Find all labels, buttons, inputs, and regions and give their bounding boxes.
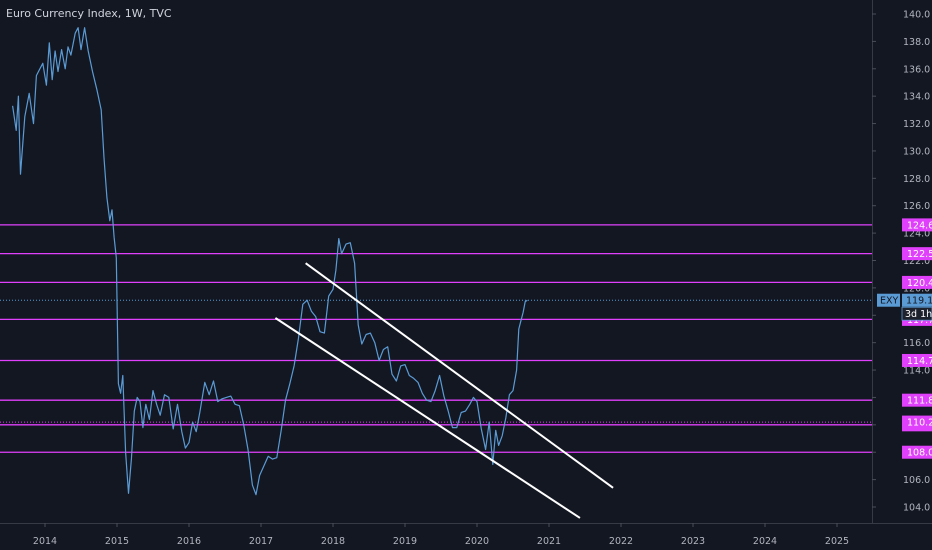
y-tick-label: 104.0 [903, 503, 930, 514]
x-tick-label: 2017 [249, 536, 273, 547]
x-tick-label: 2023 [681, 536, 705, 547]
level-price-tag [902, 218, 932, 232]
current-price-tag [902, 293, 932, 307]
x-tick-label: 2018 [321, 536, 345, 547]
y-tick-label: 122.0 [903, 256, 930, 267]
x-tick-label: 2019 [393, 536, 417, 547]
y-tick-label: 124.0 [903, 229, 930, 240]
level-price-tag-text: 108.0 [907, 448, 932, 459]
x-tick-label: 2022 [609, 536, 633, 547]
level-price-tag-text: 122.5 [907, 249, 932, 260]
x-tick-label: 2015 [105, 536, 129, 547]
y-tick-label: 116.0 [903, 338, 930, 349]
level-price-tag [902, 275, 932, 289]
level-price-tag-text: 120.4 [907, 278, 932, 289]
y-tick-label: 138.0 [903, 37, 930, 48]
countdown-tag-text: 3d 1h [905, 309, 932, 320]
x-tick-label: 2024 [753, 536, 777, 547]
x-tick-label: 2025 [825, 536, 849, 547]
symbol-tag-text: EXY [880, 296, 899, 307]
x-tick-label: 2016 [177, 536, 201, 547]
level-price-tag [902, 415, 932, 429]
level-price-tag-text: 111.8 [907, 396, 932, 407]
level-price-tag [902, 445, 932, 459]
x-tick-label: 2021 [537, 536, 561, 547]
countdown-tag [901, 306, 932, 321]
level-price-tag [902, 353, 932, 367]
y-tick-label: 130.0 [903, 146, 930, 157]
channel-trendline[interactable] [274, 317, 581, 519]
channel-trendline[interactable] [305, 262, 614, 489]
y-tick-label: 114.0 [903, 366, 930, 377]
level-price-tag [902, 247, 932, 261]
y-tick-label: 134.0 [903, 92, 930, 103]
symbol-tag [877, 293, 900, 307]
level-price-tag-text: 124.6 [907, 220, 932, 231]
x-tick-label: 2020 [465, 536, 489, 547]
y-tick-label: 106.0 [903, 475, 930, 486]
y-tick-label: 132.0 [903, 119, 930, 130]
chart-title: Euro Currency Index, 1W, TVC [6, 7, 172, 20]
y-tick-label: 128.0 [903, 174, 930, 185]
current-price-tag-text: 119.1 [906, 296, 932, 307]
y-tick-label: 126.0 [903, 201, 930, 212]
level-price-tag [902, 393, 932, 407]
level-price-tag-text: 110.2 [907, 418, 932, 429]
price-series-line [12, 27, 528, 496]
y-tick-label: 136.0 [903, 64, 930, 75]
level-price-tag-text: 114.7 [907, 356, 932, 367]
y-tick-label: 140.0 [903, 10, 930, 21]
x-tick-label: 2014 [33, 536, 57, 547]
